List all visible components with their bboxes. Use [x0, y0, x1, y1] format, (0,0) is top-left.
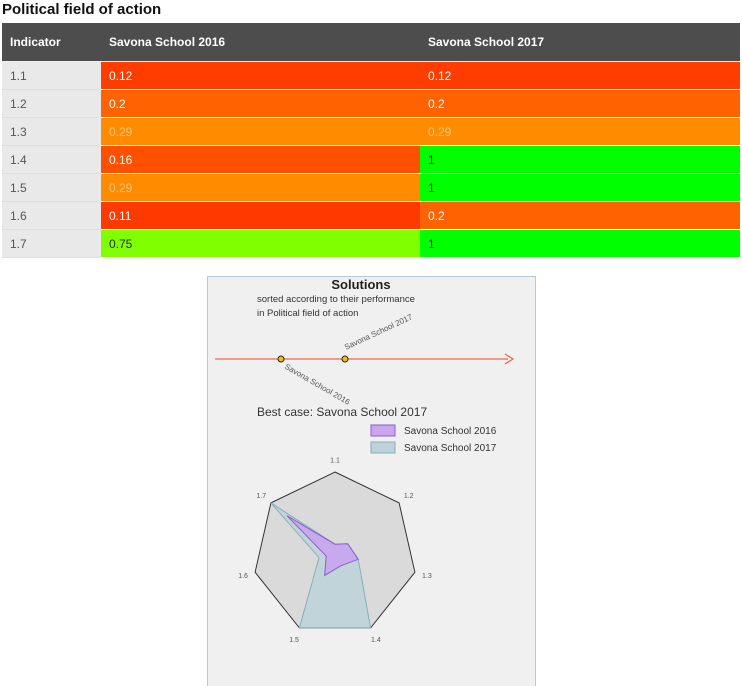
rank-point-label: Savona School 2016 [283, 362, 352, 407]
solutions-panel: Solutions sorted according to their perf… [207, 276, 536, 686]
value-2017-cell: 1 [420, 145, 740, 174]
value-2016-cell: 0.16 [101, 145, 420, 174]
value-2016-cell: 0.12 [101, 61, 420, 90]
value-2016-cell: 0.11 [101, 201, 420, 230]
radar-legend: Savona School 2016 Savona School 2017 [370, 424, 497, 454]
solutions-chart: Solutions sorted according to their perf… [215, 277, 515, 644]
indicator-cell: 1.5 [2, 173, 101, 202]
value-2017-cell: 0.2 [420, 201, 740, 230]
rank-point [341, 355, 349, 363]
radar-series-area [286, 515, 359, 577]
table-header-row: Indicator Savona School 2016 Savona Scho… [2, 23, 740, 62]
value-2017-cell: 0.29 [420, 117, 740, 146]
radar-chart: 1.1 1.2 1.3 1.4 1.5 1.6 1.7 [238, 458, 432, 644]
page-title: Political field of action [2, 1, 162, 18]
indicator-cell: 1.4 [2, 145, 101, 174]
indicator-cell: 1.3 [2, 117, 101, 146]
value-2017-cell: 1 [420, 229, 740, 258]
indicator-cell: 1.7 [2, 229, 101, 258]
radar-axis-label: 1.5 [289, 637, 299, 644]
solutions-title: Solutions [331, 277, 390, 292]
value-2017-cell: 1 [420, 173, 740, 202]
rank-point [277, 355, 285, 363]
radar-axis-label: 1.1 [330, 458, 340, 465]
table-row: 1.7 0.75 1 [2, 229, 740, 258]
table-row: 1.2 0.2 0.2 [2, 89, 740, 118]
value-2016-cell: 0.29 [101, 117, 420, 146]
value-2017-cell: 0.2 [420, 89, 740, 118]
legend-swatch [370, 441, 396, 454]
solutions-subtitle-line1: sorted according to their performance [257, 294, 415, 305]
table-row: 1.3 0.29 0.29 [2, 117, 740, 146]
value-2016-cell: 0.75 [101, 229, 420, 258]
radar-axis-label: 1.4 [371, 637, 381, 644]
legend-swatch [370, 424, 396, 437]
radar-axis-label: 1.6 [238, 573, 248, 580]
value-2016-cell: 0.29 [101, 173, 420, 202]
header-savona-2017[interactable]: Savona School 2017 [420, 23, 740, 62]
value-2017-cell: 0.12 [420, 61, 740, 90]
best-case-label: Best case: Savona School 2017 [257, 405, 427, 419]
indicator-cell: 1.1 [2, 61, 101, 90]
radar-axis-label: 1.7 [256, 493, 266, 500]
value-2016-cell: 0.2 [101, 89, 420, 118]
table-row: 1.4 0.16 1 [2, 145, 740, 174]
indicator-cell: 1.2 [2, 89, 101, 118]
indicator-cell: 1.6 [2, 201, 101, 230]
ranking-axis-arrowhead [504, 353, 515, 365]
radar-axis-label: 1.3 [422, 573, 432, 580]
radar-axis-label: 1.2 [404, 493, 414, 500]
table-row: 1.1 0.12 0.12 [2, 61, 740, 90]
legend-label: Savona School 2016 [404, 426, 497, 437]
header-savona-2016[interactable]: Savona School 2016 [101, 23, 420, 62]
header-indicator[interactable]: Indicator [2, 23, 101, 62]
table-row: 1.6 0.11 0.2 [2, 201, 740, 230]
table-row: 1.5 0.29 1 [2, 173, 740, 202]
legend-label: Savona School 2017 [404, 443, 497, 454]
indicator-table: Indicator Savona School 2016 Savona Scho… [2, 23, 740, 258]
solutions-subtitle-line2: in Political field of action [257, 308, 358, 319]
